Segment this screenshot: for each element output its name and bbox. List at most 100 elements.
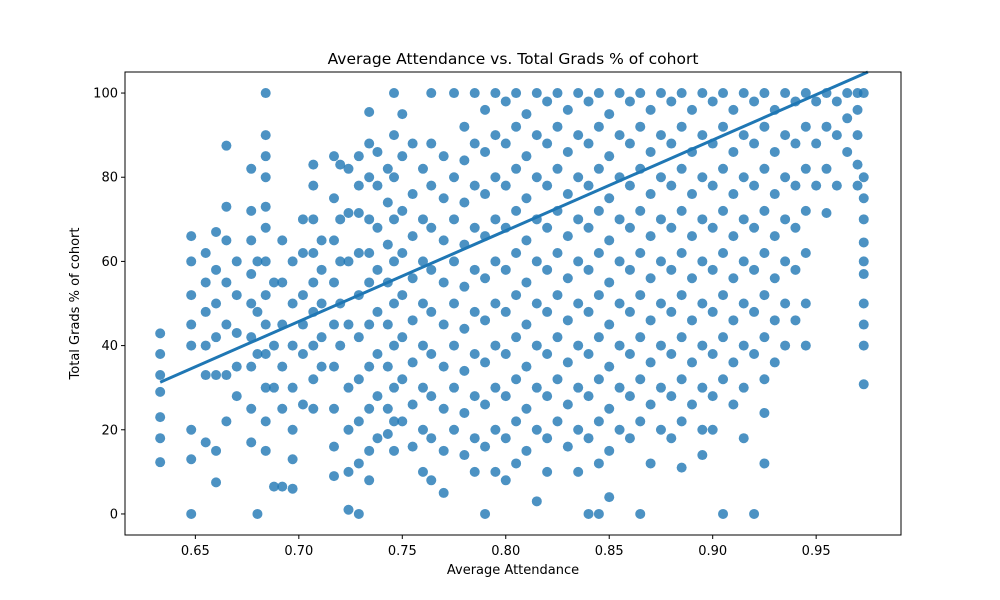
- data-point: [389, 256, 400, 267]
- data-point: [511, 121, 522, 132]
- data-point: [438, 235, 449, 246]
- data-point: [372, 391, 383, 402]
- data-point: [769, 231, 780, 242]
- data-point: [287, 340, 298, 351]
- data-point: [353, 374, 364, 385]
- data-point: [858, 298, 869, 309]
- data-point: [521, 403, 532, 414]
- data-point: [531, 88, 542, 99]
- data-point: [417, 163, 428, 174]
- data-point: [687, 231, 697, 242]
- data-point: [372, 349, 383, 360]
- data-point: [438, 319, 449, 330]
- data-point: [353, 458, 364, 469]
- y-tick-label: 0: [110, 507, 118, 522]
- data-point: [308, 180, 319, 191]
- data-point: [246, 361, 257, 372]
- data-point: [407, 399, 418, 410]
- data-point: [246, 163, 257, 174]
- data-point: [521, 445, 532, 456]
- data-point: [552, 247, 563, 258]
- data-point: [728, 273, 739, 284]
- data-point: [697, 130, 708, 141]
- data-point: [676, 247, 687, 258]
- data-point: [329, 471, 339, 482]
- data-point: [397, 247, 408, 258]
- data-point: [500, 96, 511, 107]
- data-point: [842, 146, 853, 157]
- data-point: [718, 88, 729, 99]
- data-point: [697, 340, 708, 351]
- data-point: [780, 256, 791, 267]
- data-point: [811, 138, 822, 149]
- data-point: [624, 349, 635, 360]
- data-point: [297, 349, 308, 360]
- data-point: [666, 433, 677, 444]
- data-point: [666, 264, 677, 275]
- data-point: [252, 306, 263, 317]
- data-point: [749, 508, 760, 519]
- x-tick-label: 0.80: [491, 544, 520, 559]
- data-point: [780, 340, 791, 351]
- data-point: [221, 416, 232, 427]
- data-point: [297, 290, 308, 301]
- data-point: [800, 340, 811, 351]
- data-point: [155, 328, 166, 339]
- data-point: [583, 433, 594, 444]
- data-point: [500, 180, 511, 191]
- data-point: [624, 391, 635, 402]
- data-point: [780, 88, 791, 99]
- data-point: [480, 146, 491, 157]
- data-point: [573, 130, 584, 141]
- data-point: [500, 349, 511, 360]
- data-point: [583, 138, 594, 149]
- data-point: [511, 416, 522, 427]
- chart-title: Average Attendance vs. Total Grads % of …: [328, 50, 699, 68]
- data-point: [277, 361, 288, 372]
- x-tick-label: 0.95: [802, 544, 831, 559]
- data-point: [438, 445, 449, 456]
- data-point: [687, 273, 697, 284]
- data-point: [604, 277, 615, 288]
- data-point: [246, 437, 257, 448]
- data-point: [329, 235, 339, 246]
- data-point: [490, 382, 501, 393]
- data-point: [635, 508, 646, 519]
- data-point: [364, 214, 375, 225]
- data-point: [521, 109, 532, 120]
- data-point: [417, 214, 428, 225]
- data-point: [858, 269, 869, 280]
- data-point: [417, 340, 428, 351]
- data-point: [531, 298, 542, 309]
- data-point: [821, 163, 832, 174]
- data-point: [329, 277, 339, 288]
- data-point: [542, 138, 553, 149]
- x-tick-label: 0.90: [698, 544, 727, 559]
- data-point: [287, 424, 298, 435]
- data-point: [260, 256, 271, 267]
- data-point: [469, 391, 480, 402]
- data-point: [231, 290, 242, 301]
- data-point: [426, 138, 437, 149]
- data-point: [511, 458, 522, 469]
- data-point: [469, 466, 480, 477]
- data-point: [511, 205, 522, 216]
- data-point: [382, 319, 393, 330]
- data-point: [382, 361, 393, 372]
- data-point: [573, 466, 584, 477]
- data-point: [521, 277, 532, 288]
- data-point: [593, 163, 604, 174]
- data-point: [821, 121, 832, 132]
- data-point: [593, 88, 604, 99]
- data-point: [287, 483, 298, 494]
- data-point: [800, 163, 811, 174]
- data-point: [364, 445, 375, 456]
- data-point: [260, 382, 271, 393]
- data-point: [277, 403, 288, 414]
- data-point: [852, 159, 863, 170]
- data-point: [583, 222, 594, 233]
- data-point: [769, 357, 780, 368]
- data-point: [268, 277, 279, 288]
- data-point: [531, 172, 542, 183]
- data-point: [490, 256, 501, 267]
